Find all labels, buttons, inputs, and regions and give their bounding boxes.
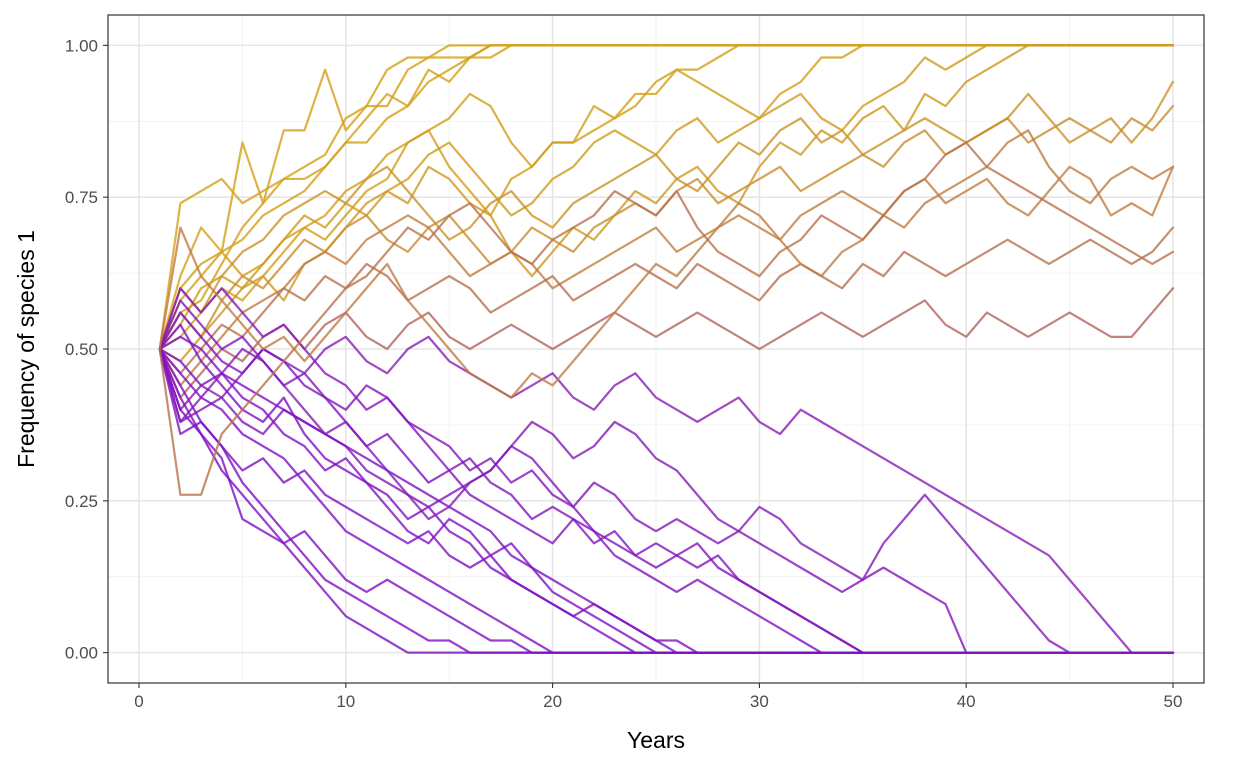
series-line-21	[158, 323, 1175, 654]
series-line-28	[158, 129, 1175, 399]
series-line-26	[158, 287, 1175, 654]
series-line-29	[158, 141, 1175, 496]
y-axis-title: Frequency of species 1	[13, 230, 39, 468]
series-line-12	[158, 226, 1175, 375]
x-tick-label: 20	[543, 692, 562, 711]
series-line-7	[158, 44, 1175, 351]
series-line-23	[158, 335, 1175, 654]
y-tick-label: 0.50	[65, 340, 98, 359]
series-line-13	[158, 287, 1175, 399]
series-line-11	[158, 165, 1175, 387]
y-tick-label: 0.25	[65, 492, 98, 511]
axes: 0 10 20 30 40 50 0.00 0.25 0.50 0.75 1.00	[65, 36, 1183, 711]
series-lines	[158, 44, 1175, 654]
y-tick-label: 0.75	[65, 188, 98, 207]
y-tick-label: 0.00	[65, 644, 98, 663]
x-tick-label: 10	[336, 692, 355, 711]
y-tick-label: 1.00	[65, 36, 98, 55]
series-line-14	[158, 335, 1175, 654]
x-tick-label: 30	[750, 692, 769, 711]
x-tick-label: 50	[1164, 692, 1183, 711]
x-tick-label: 40	[957, 692, 976, 711]
x-axis-title: Years	[627, 727, 685, 753]
grid	[108, 15, 1204, 683]
series-line-9	[158, 80, 1175, 351]
series-line-27	[158, 347, 1175, 654]
x-tick-label: 0	[134, 692, 143, 711]
